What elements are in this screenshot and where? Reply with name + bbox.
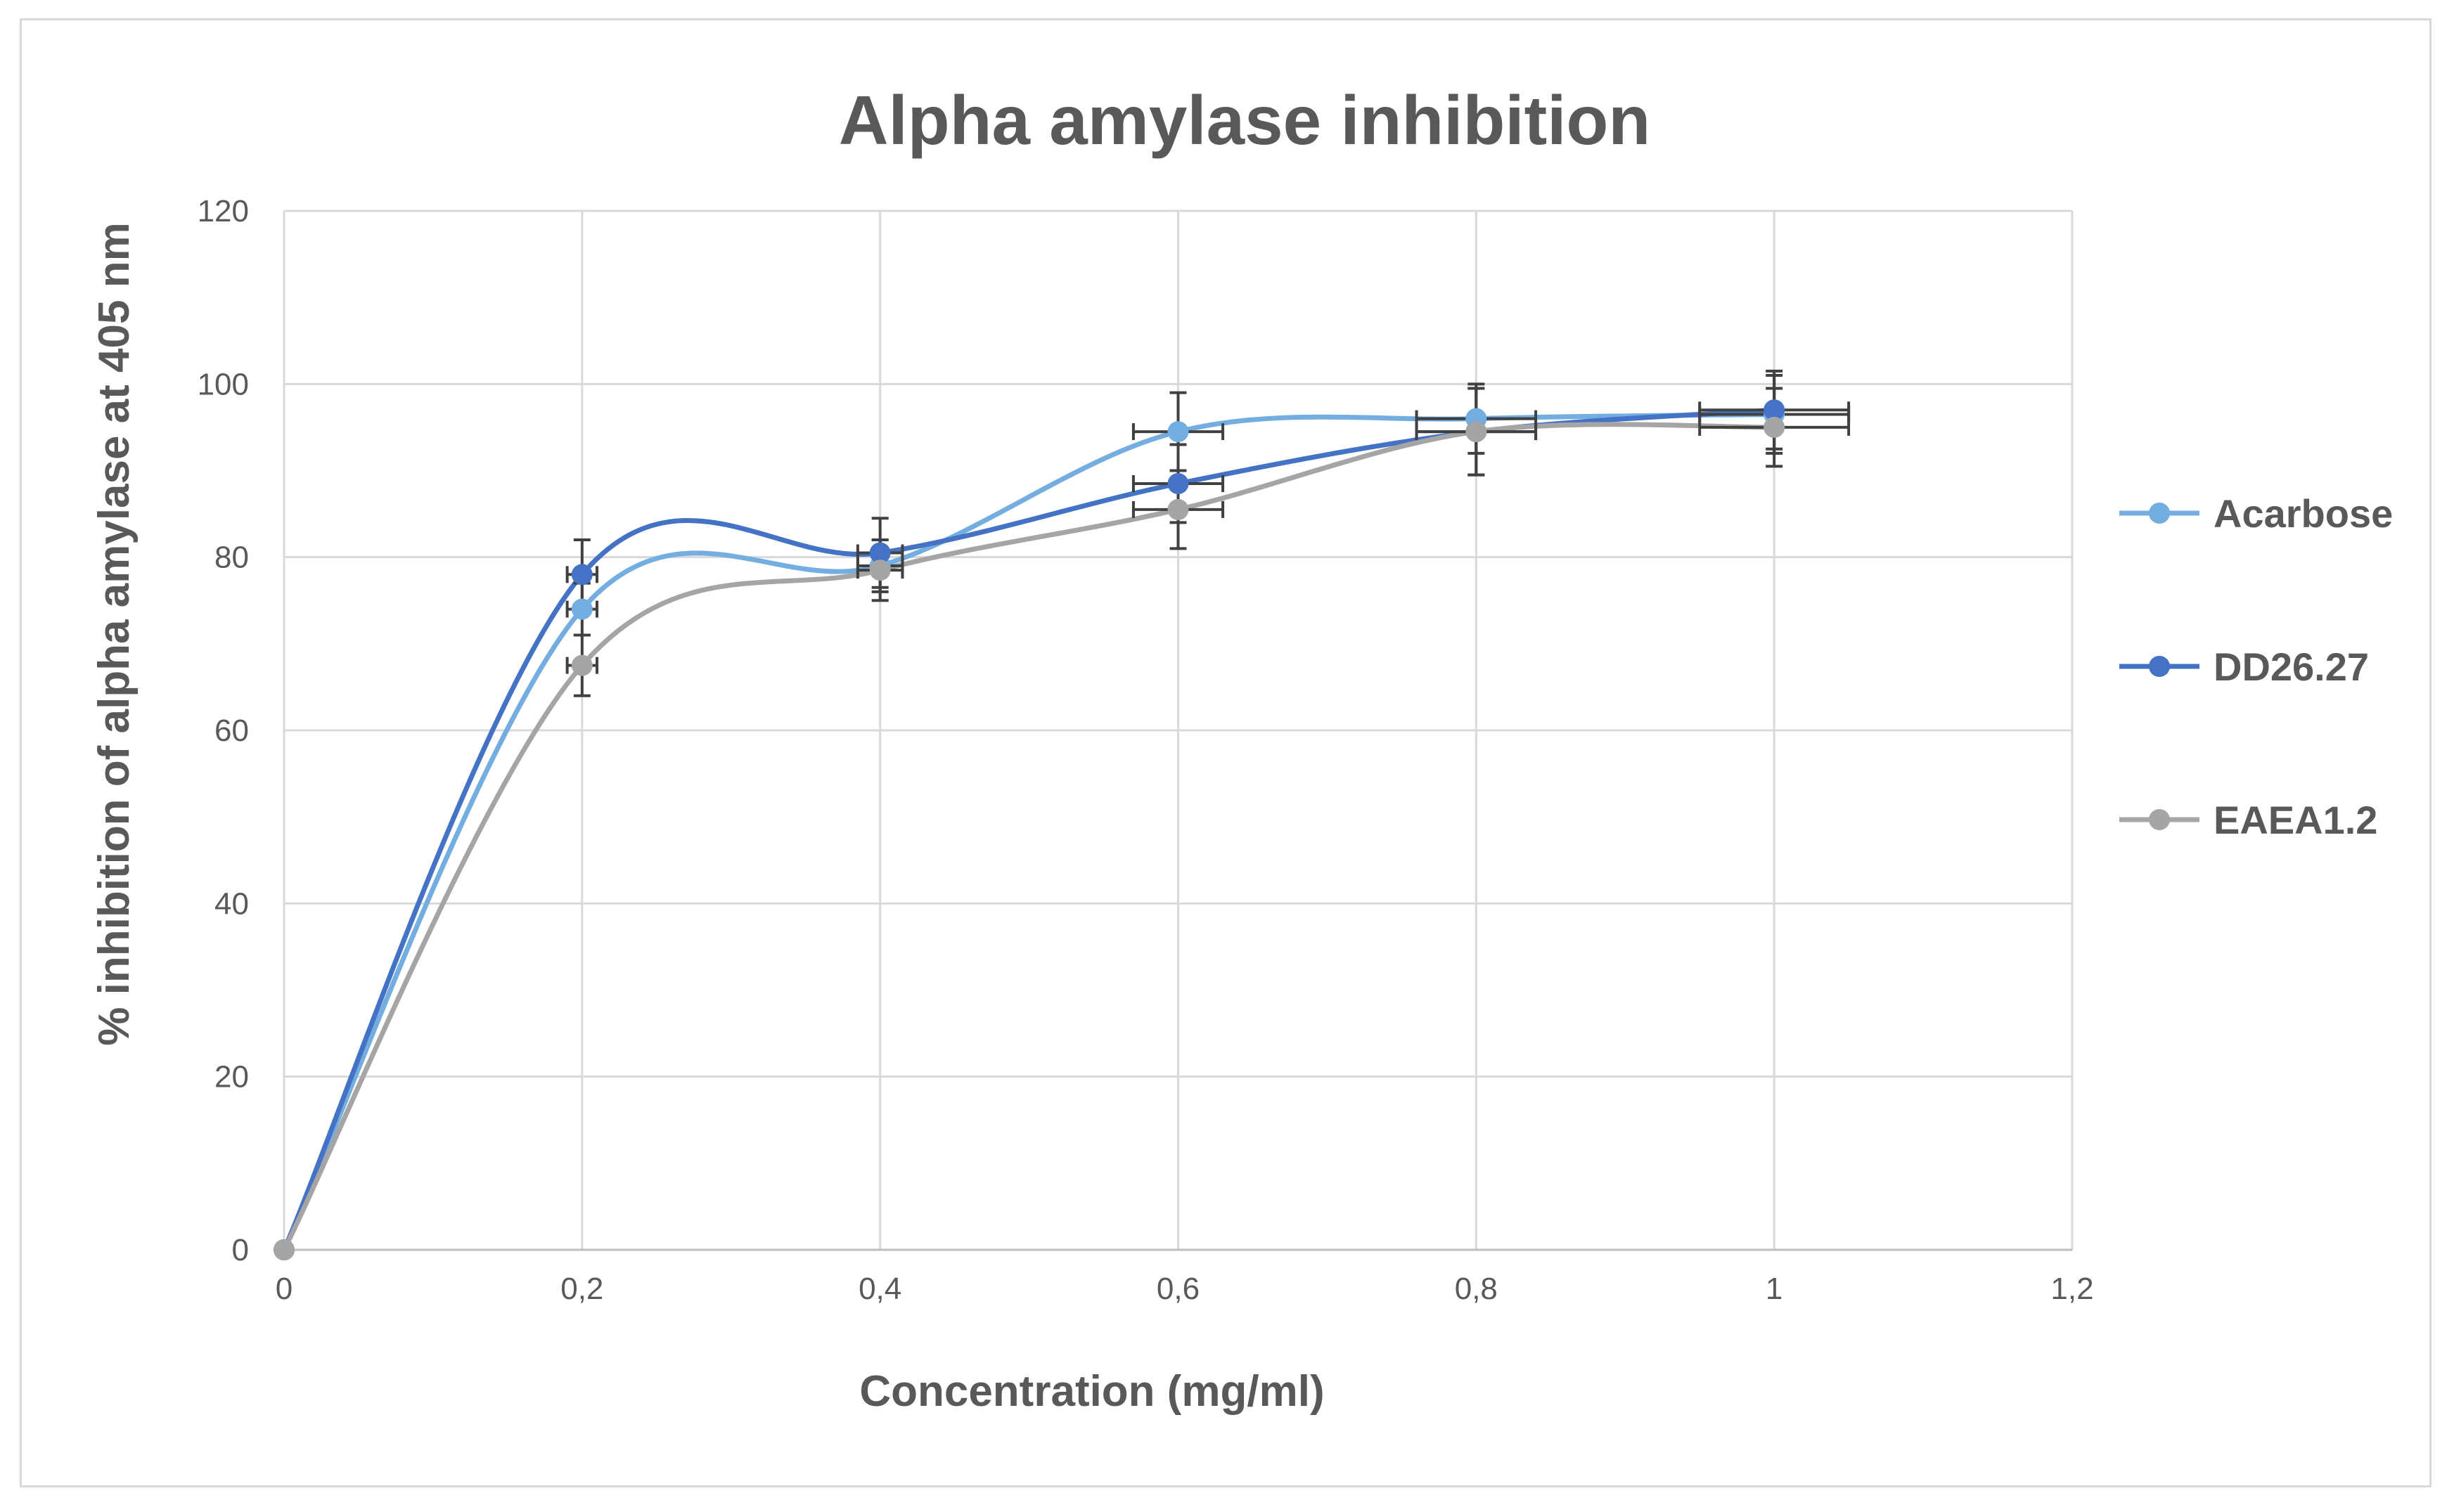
tick-labels: 0 20 40 60 80 100 120 0 0,2 0,4 0,6 0,8 1 1,2 bbox=[198, 194, 2094, 1306]
legend-label-eaea1-2: EAEA1.2 bbox=[2214, 798, 2377, 842]
data-point-eaea1-2 bbox=[274, 1239, 295, 1260]
y-tick-label: 0 bbox=[232, 1233, 249, 1267]
data-point-dd26-27 bbox=[1167, 472, 1189, 494]
data-point-eaea1-2 bbox=[1465, 421, 1487, 443]
x-tick-label: 0 bbox=[276, 1272, 293, 1306]
series-layer bbox=[281, 407, 1777, 1253]
y-axis-title: % inhibition of alpha amylase at 405 nm bbox=[90, 222, 139, 1045]
y-tick-label: 80 bbox=[214, 541, 249, 575]
x-tick-label: 1 bbox=[1766, 1272, 1782, 1306]
x-tick-label: 0,2 bbox=[560, 1272, 603, 1306]
data-point-eaea1-2 bbox=[869, 560, 891, 581]
x-tick-label: 0,8 bbox=[1455, 1272, 1498, 1306]
y-tick-label: 20 bbox=[214, 1060, 249, 1094]
y-tick-label: 100 bbox=[198, 367, 249, 401]
legend-marker-dd26-27 bbox=[2149, 656, 2170, 677]
markers bbox=[274, 399, 1785, 1260]
y-tick-label: 120 bbox=[198, 194, 249, 228]
chart-title: Alpha amylase inhibition bbox=[839, 82, 1650, 159]
data-point-acarbose bbox=[1167, 421, 1189, 443]
legend-marker-acarbose bbox=[2149, 503, 2170, 524]
y-tick-label: 40 bbox=[214, 886, 249, 921]
data-point-acarbose bbox=[571, 598, 593, 620]
x-axis-title: Concentration (mg/ml) bbox=[859, 1367, 1324, 1416]
data-point-dd26-27 bbox=[1764, 399, 1785, 421]
data-point-eaea1-2 bbox=[571, 654, 593, 676]
data-point-eaea1-2 bbox=[1167, 498, 1189, 520]
y-tick-label: 60 bbox=[214, 713, 249, 748]
data-point-dd26-27 bbox=[571, 564, 593, 586]
x-tick-label: 0,6 bbox=[1157, 1272, 1200, 1306]
legend-label-dd26-27: DD26.27 bbox=[2214, 645, 2369, 689]
data-point-eaea1-2 bbox=[1764, 416, 1785, 438]
x-tick-label: 0,4 bbox=[859, 1272, 901, 1306]
series-line-dd26-27 bbox=[281, 407, 1777, 1253]
legend-label-acarbose: Acarbose bbox=[2214, 491, 2393, 536]
series-line-eaea1-2 bbox=[281, 422, 1777, 1253]
legend: Acarbose DD26.27 EAEA1.2 bbox=[2119, 491, 2393, 842]
x-tick-label: 1,2 bbox=[2050, 1272, 2093, 1306]
chart-frame bbox=[20, 18, 2431, 1487]
legend-marker-eaea1-2 bbox=[2149, 809, 2170, 830]
grid-layer bbox=[283, 209, 2074, 1251]
data-point-dd26-27 bbox=[869, 542, 891, 564]
